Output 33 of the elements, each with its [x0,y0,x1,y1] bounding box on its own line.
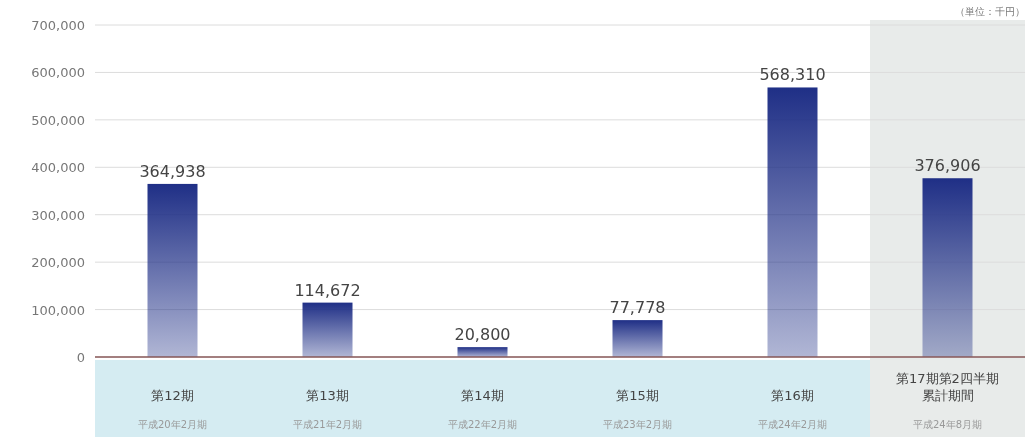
text: 平成20年2月期 [137,419,208,430]
data-label: 77,778 [609,298,666,318]
bar [767,87,818,357]
y-tick-label: 300,000 [31,207,85,223]
x-tick-label: 第14期 [461,388,504,403]
data-label: 376,906 [914,156,981,176]
bar [457,347,508,357]
data-label: 364,938 [139,161,206,181]
data-label: 114,672 [294,280,361,300]
bar [612,320,663,357]
x-tick-label: 第13期 [306,388,349,403]
x-tick-label: 第16期 [771,388,814,403]
text: （単位：千円） [955,6,1025,17]
y-tick-label: 200,000 [31,255,85,271]
bar [302,302,353,357]
x-tick-label: 第17期第2四半期累計期間 [896,371,999,403]
bar [922,178,973,357]
bar [147,183,198,357]
y-tick-label: 100,000 [31,302,85,318]
data-label: 568,310 [759,65,826,85]
y-tick-label: 400,000 [31,160,85,176]
x-tick-label: 第15期 [616,388,659,403]
text: 平成22年2月期 [447,419,518,430]
text: 平成21年2月期 [292,419,363,430]
text: 平成24年8月期 [912,419,983,430]
y-tick-label: 600,000 [31,65,85,81]
text: 平成24年2月期 [757,419,828,430]
x-tick-label: 第12期 [151,388,194,403]
y-tick-label: 500,000 [31,112,85,128]
data-label: 20,800 [454,325,511,345]
y-tick-label: 0 [76,350,85,365]
y-tick-label: 700,000 [31,18,85,33]
text: 平成23年2月期 [602,419,673,430]
